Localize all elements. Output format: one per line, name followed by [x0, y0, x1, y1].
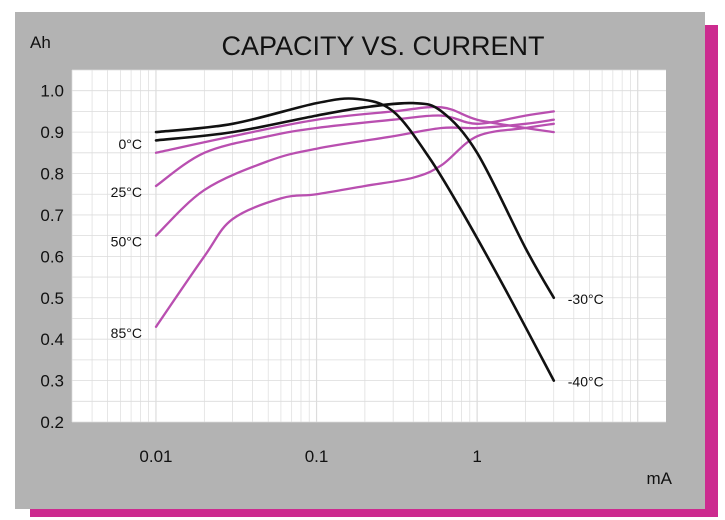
y-tick-label: 0.5	[40, 289, 64, 308]
y-tick-label: 0.2	[40, 413, 64, 432]
series-line-50Cc	[154, 118, 555, 237]
series-labels: 0°C 25°C 50°C 85°C -30°C -40°C	[111, 136, 604, 390]
series-line-30Cc	[154, 101, 556, 300]
series-line-85Cc	[154, 122, 555, 328]
y-tick-label: 0.8	[40, 165, 64, 184]
x-tick-label: 0.1	[305, 447, 329, 466]
series-lines	[154, 97, 556, 382]
series-line-25Cc	[154, 110, 555, 188]
y-tick-label: 0.6	[40, 247, 64, 266]
x-axis-label: mA	[647, 469, 673, 488]
series-line-0Cc	[154, 105, 555, 154]
x-tick-label: 1	[472, 447, 481, 466]
y-tick-label: 1.0	[40, 82, 64, 101]
series-label: 50°C	[111, 234, 142, 250]
y-tick-label: 0.3	[40, 372, 64, 391]
series-label: -30°C	[568, 291, 604, 307]
y-axis-label: Ah	[30, 33, 51, 52]
y-axis-ticks: 0.2 0.3 0.4 0.5 0.6 0.7 0.8 0.9 1.0	[40, 82, 64, 432]
x-axis-ticks: 0.01 0.1 1	[139, 447, 481, 466]
x-tick-label: 0.01	[139, 447, 172, 466]
y-tick-label: 0.4	[40, 330, 64, 349]
series-line-40Cc	[154, 97, 556, 382]
y-tick-label: 0.9	[40, 123, 64, 142]
series-label: 0°C	[118, 136, 142, 152]
series-label: 85°C	[111, 325, 142, 341]
series-label: 25°C	[111, 184, 142, 200]
chart-title: CAPACITY VS. CURRENT	[221, 31, 544, 61]
series-label: -40°C	[568, 374, 604, 390]
plot-background	[72, 70, 666, 422]
y-tick-label: 0.7	[40, 206, 64, 225]
grid	[71, 69, 666, 423]
